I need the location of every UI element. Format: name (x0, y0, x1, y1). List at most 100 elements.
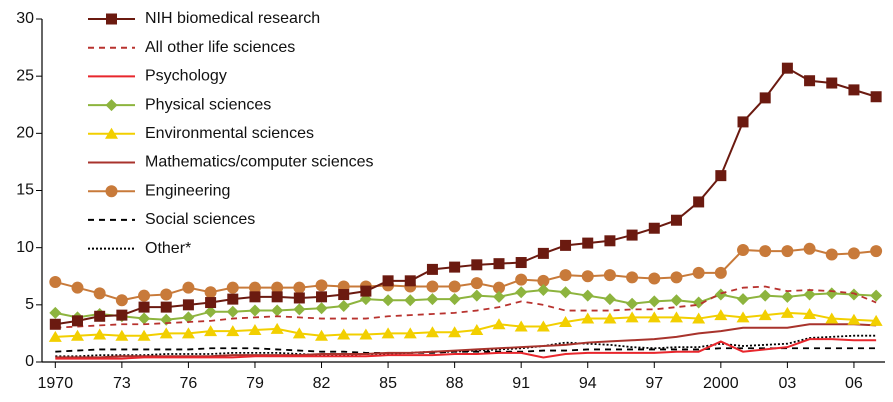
y-tick-label: 20 (16, 125, 34, 142)
y-tick-label: 10 (16, 239, 34, 256)
marker (138, 289, 151, 302)
marker (226, 305, 239, 318)
marker (271, 304, 284, 317)
marker (670, 294, 683, 307)
marker (93, 287, 106, 300)
marker (315, 329, 329, 341)
marker (714, 266, 727, 279)
marker (48, 330, 62, 342)
marker (470, 289, 483, 302)
marker (626, 229, 638, 241)
x-tick-label: 1970 (38, 375, 74, 392)
marker (537, 283, 550, 296)
marker (582, 237, 594, 249)
marker (603, 293, 616, 306)
marker (182, 281, 195, 294)
marker (492, 290, 505, 303)
marker (426, 280, 439, 293)
y-tick-label: 5 (25, 296, 34, 313)
marker (626, 297, 639, 310)
marker (848, 84, 860, 96)
marker (604, 235, 616, 247)
marker (581, 270, 594, 283)
x-tick-label: 91 (512, 375, 530, 392)
marker (559, 315, 573, 327)
marker (736, 311, 750, 323)
marker (536, 320, 550, 332)
marker (115, 294, 128, 307)
marker (515, 273, 528, 286)
series-line (55, 288, 877, 321)
marker (271, 291, 283, 303)
x-tick-label: 82 (313, 375, 331, 392)
marker (226, 325, 240, 337)
marker (382, 294, 395, 307)
marker (248, 281, 261, 294)
marker (382, 275, 394, 287)
marker (249, 291, 261, 303)
marker (804, 75, 816, 87)
x-tick-label: 88 (446, 375, 464, 392)
legend-label: Psychology (145, 68, 227, 85)
marker (847, 313, 861, 325)
marker (315, 279, 328, 292)
legend-label: Engineering (145, 182, 230, 199)
marker (337, 328, 351, 340)
marker (870, 289, 883, 302)
x-tick-label: 76 (180, 375, 198, 392)
marker (204, 305, 217, 318)
series-line (55, 334, 877, 358)
marker (758, 309, 772, 321)
marker (359, 328, 373, 340)
legend-label: Social sciences (145, 211, 255, 228)
marker (870, 91, 882, 103)
legend: NIH biomedical research All other life sc… (88, 10, 374, 257)
x-tick-label: 03 (778, 375, 796, 392)
marker (714, 309, 728, 321)
y-tick-label: 15 (16, 182, 34, 199)
marker (426, 263, 438, 275)
series-line (55, 347, 877, 354)
marker (737, 293, 750, 306)
series-line (55, 285, 877, 329)
marker (648, 222, 660, 234)
marker (692, 266, 705, 279)
marker (781, 290, 794, 303)
marker (847, 288, 860, 301)
x-tick-label: 73 (113, 375, 131, 392)
marker (737, 243, 750, 256)
marker (647, 311, 661, 323)
marker (426, 293, 439, 306)
marker (759, 289, 772, 302)
marker (449, 261, 461, 273)
x-tick-label: 85 (379, 375, 397, 392)
marker (781, 245, 794, 258)
marker (115, 329, 129, 341)
x-tick-label: 97 (645, 375, 663, 392)
marker (293, 281, 306, 294)
y-tick-label: 25 (16, 67, 34, 84)
marker (826, 77, 838, 89)
marker (49, 306, 62, 319)
marker (106, 13, 117, 25)
marker (293, 303, 306, 316)
legend-label: Mathematics/computer sciences (145, 154, 374, 171)
marker (514, 320, 528, 332)
marker (293, 292, 305, 304)
legend-label: Physical sciences (145, 96, 271, 113)
x-tick-label: 2000 (703, 375, 739, 392)
marker (648, 295, 661, 308)
marker (825, 312, 839, 324)
marker (869, 314, 883, 326)
marker (70, 329, 84, 341)
marker (105, 185, 118, 198)
marker (537, 247, 549, 259)
marker (337, 299, 350, 312)
series-line (55, 338, 877, 360)
marker (670, 271, 683, 284)
marker (870, 245, 883, 258)
legend-label: NIH biomedical research (145, 10, 320, 27)
marker (404, 294, 417, 307)
marker (181, 327, 195, 339)
